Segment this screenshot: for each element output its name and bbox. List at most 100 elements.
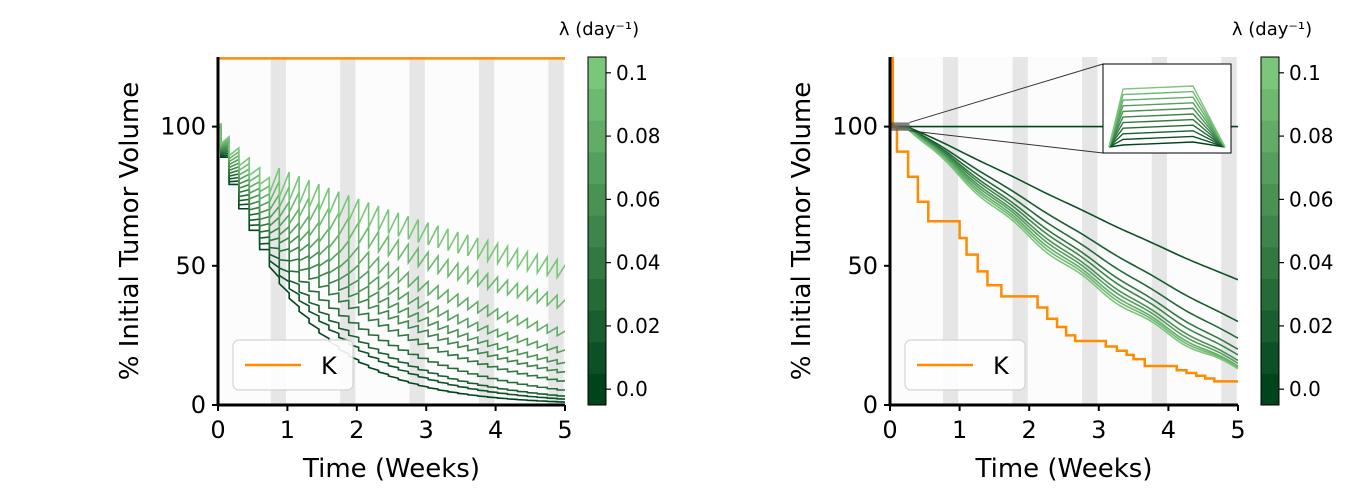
x-tick-label: 5	[557, 416, 572, 444]
lambda-series-line	[890, 125, 1238, 362]
inset-series-line	[1108, 124, 1226, 148]
colorbar-tick-label: 0.1	[616, 61, 648, 85]
colorbar-tick-label: 0.0	[1289, 377, 1321, 401]
x-tick-label: 3	[1091, 416, 1106, 444]
colorbar-frame	[587, 56, 607, 406]
inset-series-line	[1108, 85, 1226, 148]
colorbar-segment	[1261, 310, 1279, 343]
x-tick-label: 2	[349, 416, 364, 444]
colorbar-segment	[1261, 120, 1279, 153]
legend-label-K: K	[993, 352, 1010, 380]
lambda-series-line	[218, 122, 565, 281]
colorbar-tick-label: 0.04	[616, 251, 661, 275]
x-tick-label: 5	[1230, 416, 1245, 444]
colorbar-tick-label: 0.0	[616, 377, 648, 401]
legend: K	[904, 339, 1026, 391]
colorbar-segment	[1261, 278, 1279, 311]
x-tick-label: 4	[488, 416, 503, 444]
x-axis-label: Time (Weeks)	[975, 454, 1153, 484]
lambda-series-line	[218, 125, 565, 397]
inset-indicator-box	[890, 122, 910, 131]
y-axis-label: % Initial Tumor Volume	[115, 82, 145, 380]
colorbar-segment	[1261, 341, 1279, 374]
colorbar-segment	[1261, 246, 1279, 279]
colorbar-segment	[588, 88, 606, 121]
lambda-series-line	[218, 125, 565, 400]
colorbar-tick-label: 0.1	[1289, 61, 1321, 85]
inset-series-line	[1108, 135, 1226, 148]
inset-series-line	[1108, 130, 1226, 148]
inset-connector-line	[909, 130, 1104, 154]
y-tick-label: 50	[175, 252, 206, 280]
lambda-series-line	[218, 124, 565, 391]
treatment-band	[340, 57, 356, 405]
colorbar-tick-label: 0.08	[1289, 124, 1334, 148]
plot-area	[218, 57, 565, 403]
colorbar-segment	[1261, 183, 1279, 216]
colorbar-segment	[1261, 215, 1279, 248]
colorbar-segment	[1261, 373, 1279, 406]
inset-series-line	[1108, 96, 1226, 148]
y-tick-label: 0	[191, 391, 206, 419]
lambda-series-line	[218, 123, 565, 354]
colorbar-tick-label: 0.08	[616, 124, 661, 148]
y-tick-label: 50	[847, 252, 878, 280]
treatment-band	[270, 57, 287, 405]
colorbar-segment	[588, 120, 606, 153]
x-tick-label: 0	[210, 416, 225, 444]
colorbar-segment	[1261, 57, 1279, 90]
inset-connector-line	[909, 63, 1104, 123]
treatment-band	[409, 57, 425, 405]
colorbar-tick-label: 0.06	[1289, 187, 1334, 211]
treatment-band	[548, 57, 564, 405]
lambda-series-line	[890, 125, 1238, 356]
inset-series-line	[1108, 107, 1226, 148]
inset-series-line	[1108, 113, 1226, 148]
lambda-series-line	[218, 125, 565, 403]
y-tick-label: 100	[160, 113, 206, 141]
inset-series-line	[1108, 141, 1226, 148]
colorbar-tick-label: 0.02	[1289, 314, 1334, 338]
lambda-series-line	[218, 124, 565, 383]
colorbar-tick-label: 0.06	[616, 187, 661, 211]
legend-label-K: K	[321, 352, 338, 380]
colorbar-tick-label: 0.04	[1289, 251, 1334, 275]
colorbar-segment	[588, 57, 606, 90]
lambda-series-line	[218, 122, 565, 310]
inset-series-line	[1108, 118, 1226, 148]
lambda-series-line	[890, 125, 1238, 351]
colorbar-segment	[1261, 151, 1279, 185]
y-tick-label: 100	[832, 113, 878, 141]
lambda-series-line	[218, 123, 565, 338]
lambda-series-line	[890, 125, 1238, 281]
colorbar: 0.0 0.02 0.04 0.06 0.08 0.1 λ (day⁻¹)	[559, 19, 661, 406]
x-tick-label: 1	[280, 416, 295, 444]
x-tick-label: 2	[1022, 416, 1037, 444]
lambda-series-line	[890, 125, 1238, 364]
treatment-band	[1082, 57, 1098, 405]
colorbar-segment	[588, 151, 606, 185]
colorbar-segment	[588, 278, 606, 311]
inset-series-line	[1108, 102, 1226, 148]
colorbar-segment	[588, 373, 606, 406]
colorbar-segment	[588, 246, 606, 279]
y-tick-label: 0	[863, 391, 878, 419]
lambda-series-line	[890, 125, 1238, 369]
colorbar: 0.0 0.02 0.04 0.06 0.08 0.1 λ (day⁻¹)	[1232, 19, 1334, 406]
lambda-series-line	[890, 125, 1238, 323]
colorbar-segment	[588, 310, 606, 343]
plot-area	[890, 57, 1238, 383]
x-tick-label: 1	[952, 416, 967, 444]
colorbar-frame	[1260, 56, 1280, 406]
y-axis-label: % Initial Tumor Volume	[787, 82, 817, 380]
x-tick-label: 4	[1161, 416, 1176, 444]
treatment-band	[478, 57, 495, 405]
lambda-series-line	[218, 123, 565, 365]
lambda-series-line	[890, 125, 1238, 367]
colorbar-segment	[588, 215, 606, 248]
colorbar-segment	[1261, 88, 1279, 121]
x-axis-label: Time (Weeks)	[302, 454, 480, 484]
x-tick-label: 3	[419, 416, 434, 444]
